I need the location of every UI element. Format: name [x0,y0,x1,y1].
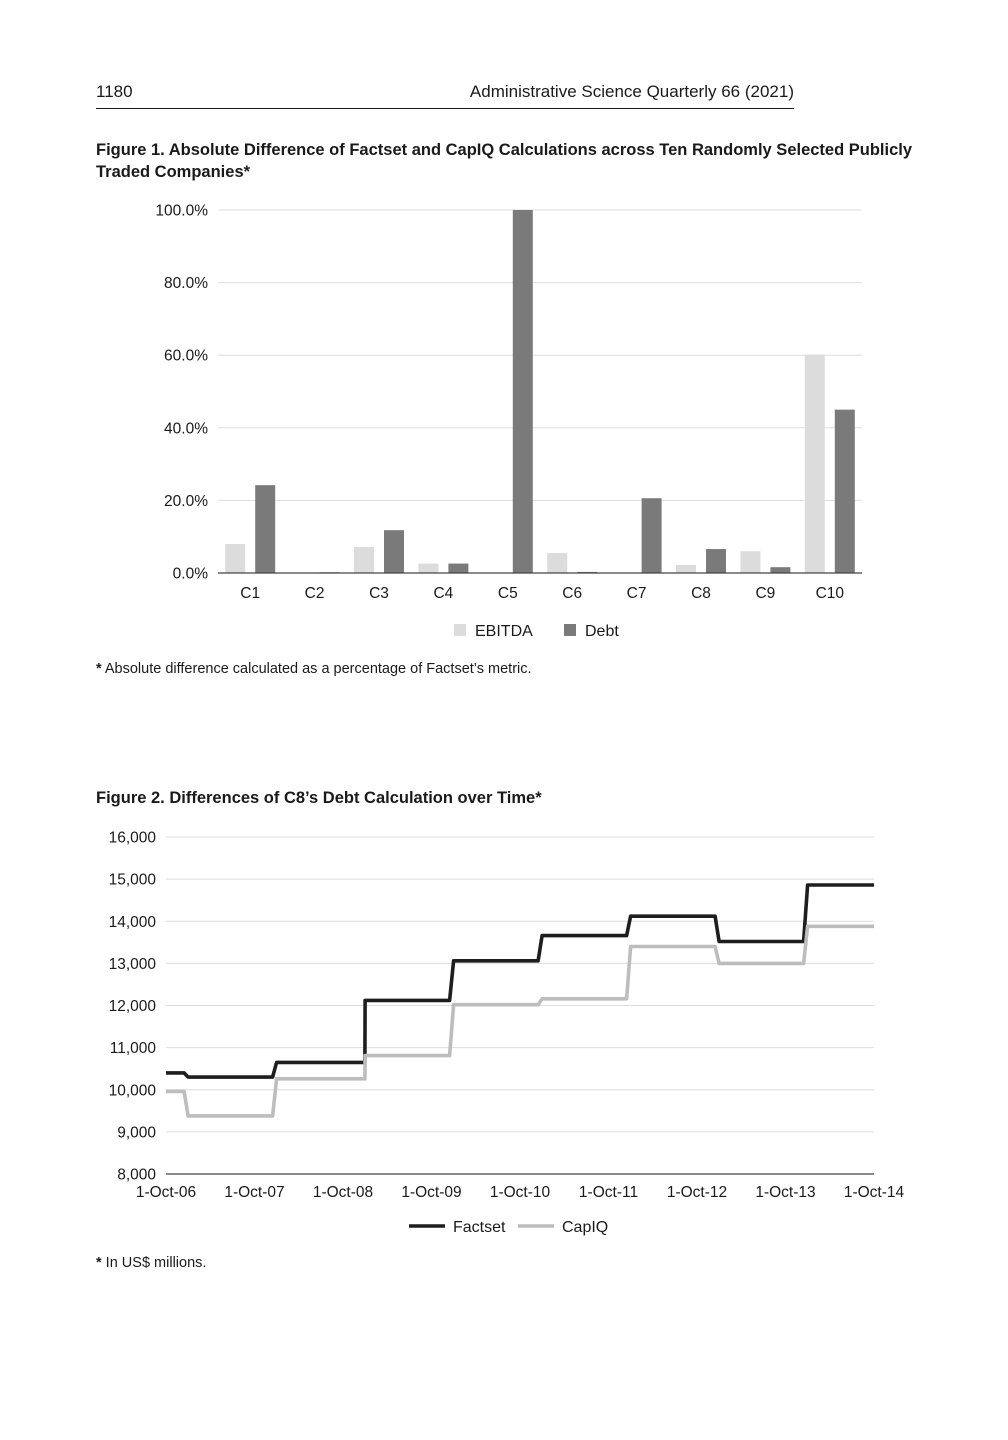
series-line-capiq [166,924,874,1118]
x-tick-label: 1-Oct-09 [401,1184,461,1201]
page-number: 1180 [96,82,133,101]
bar-debt-c5 [512,210,533,573]
x-tick-label: C1 [240,585,260,602]
bar-debt-c1 [255,485,276,573]
y-tick-label: 15,000 [109,872,157,889]
bar-ebitda-c1 [225,543,246,573]
bar-debt-c7 [641,498,662,573]
legend-label-debt: Debt [585,623,619,640]
figure-2-line-chart: 8,000 9,000 10,000 11,000 12,000 13,000 14,000… [109,830,905,1237]
y-tick-label: 80.0% [164,275,208,292]
figure-2-caption: Figure 2. Differences of C8’s Debt Calcu… [96,789,542,807]
x-tick-label: C3 [369,585,389,602]
bar-debt-c10 [834,409,855,573]
y-tick-label: 14,000 [109,914,157,931]
journal-citation: Administrative Science Quarterly 66 (202… [469,82,794,101]
bar-debt-c9 [770,567,791,573]
y-tick-label: 20.0% [164,493,208,510]
x-tick-label: 1-Oct-10 [490,1184,551,1201]
y-tick-label: 9,000 [117,1124,156,1141]
bar-ebitda-c6 [547,553,568,573]
legend-swatch-debt [564,624,576,636]
y-tick-label: 40.0% [164,420,208,437]
figure-1-caption: Figure 1. Absolute Difference of Factset… [96,141,913,181]
figure-2-note-star: * [96,1255,102,1271]
y-tick-label: 60.0% [164,348,208,365]
page-header: 1180 Administrative Science Quarterly 66… [96,82,794,109]
x-tick-label: C8 [691,585,711,602]
y-tick-label: 0.0% [173,566,209,583]
bar-debt-c4 [448,563,469,573]
figure-2-note-text: In US$ millions. [101,1255,207,1271]
y-tick-label: 10,000 [109,1082,157,1099]
bar-debt-c8 [706,549,726,573]
x-tick-label: C2 [305,585,325,602]
legend-label-capiq: CapIQ [562,1219,608,1236]
x-tick-label: C7 [627,585,647,602]
x-tick-label: 1-Oct-08 [313,1184,373,1201]
x-tick-label: C9 [755,585,775,602]
x-tick-label: C4 [433,585,453,602]
bar-ebitda-c8 [676,565,696,573]
y-tick-label: 11,000 [110,1040,157,1057]
figure-1-bar-chart: 0.0% 20.0% 40.0% 60.0% 80.0% 100.0% C1 C2 C3 C4 C5… [155,203,862,640]
figure-1-note-text: Absolute difference calculated as a perc… [101,661,532,677]
x-tick-label: C6 [562,585,582,602]
x-tick-label: C10 [816,585,845,602]
y-tick-label: 8,000 [117,1167,156,1184]
y-tick-label: 100.0% [155,203,208,220]
x-tick-label: 1-Oct-14 [844,1184,905,1201]
bar-ebitda-c3 [354,546,374,573]
x-tick-label: 1-Oct-13 [755,1184,815,1201]
x-tick-label: 1-Oct-06 [136,1184,196,1201]
y-tick-label: 16,000 [109,830,157,847]
x-tick-label: 1-Oct-12 [667,1184,727,1201]
legend-swatch-ebitda [454,624,466,636]
x-tick-label: 1-Oct-11 [579,1184,638,1201]
y-tick-label: 12,000 [109,998,157,1015]
figure-2-note: * In US$ millions. [96,1255,206,1271]
bar-ebitda-c4 [418,563,439,573]
bar-debt-c3 [384,530,404,573]
y-tick-label: 13,000 [109,956,157,973]
figure-1-note: * Absolute difference calculated as a pe… [96,661,532,677]
x-tick-label: 1-Oct-07 [224,1184,284,1201]
figure-1-note-star: * [96,661,102,677]
legend-label-factset: Factset [453,1219,506,1236]
bar-ebitda-c9 [740,551,761,573]
bar-ebitda-c10 [804,354,825,573]
x-tick-label: C5 [498,585,518,602]
series-line-factset [166,883,874,1079]
legend-label-ebitda: EBITDA [475,623,533,640]
